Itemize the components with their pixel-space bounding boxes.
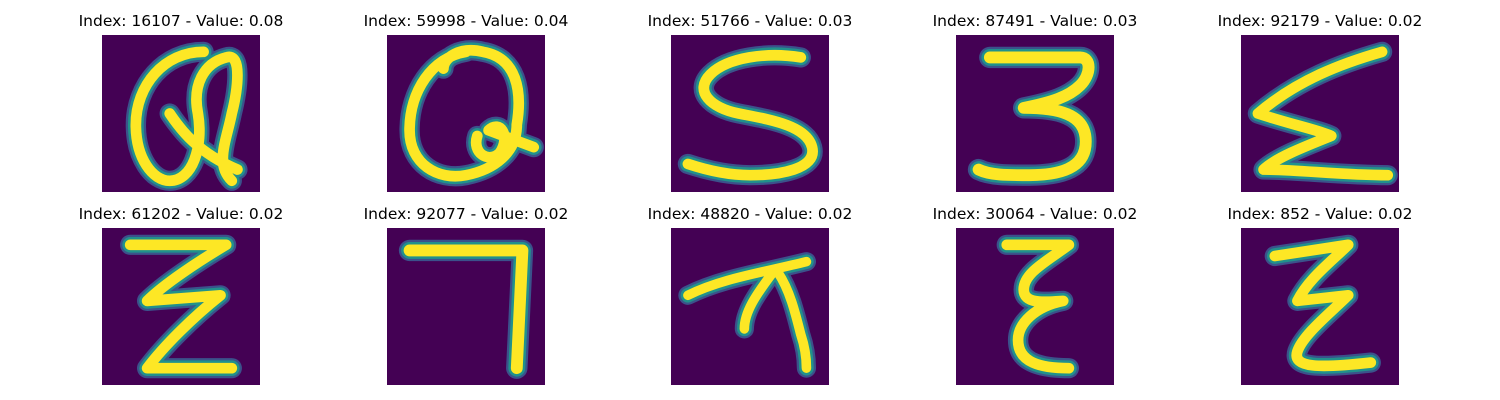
panel-title: Index: 30064 - Value: 0.02 [932, 205, 1138, 223]
digit-image-q-loop [102, 35, 260, 192]
panel-title: Index: 59998 - Value: 0.04 [363, 12, 569, 30]
digit-image-sigma [1241, 35, 1399, 192]
panel-title: Index: 48820 - Value: 0.02 [647, 205, 853, 223]
panel-title: Index: 852 - Value: 0.02 [1227, 205, 1413, 223]
panel-title: Index: 51766 - Value: 0.03 [647, 12, 853, 30]
digit-image-q [387, 35, 545, 192]
digit-image-s [671, 35, 829, 192]
digit-image-z-double [1241, 228, 1399, 385]
digit-image-3 [956, 35, 1114, 192]
digit-image-pi-like [671, 228, 829, 385]
panel-title: Index: 87491 - Value: 0.03 [932, 12, 1138, 30]
digit-image-7-corner [387, 228, 545, 385]
panel-title: Index: 16107 - Value: 0.08 [78, 12, 284, 30]
panel-title: Index: 61202 - Value: 0.02 [78, 205, 284, 223]
panel-title: Index: 92077 - Value: 0.02 [363, 205, 569, 223]
digit-image-epsilon [956, 228, 1114, 385]
panel-title: Index: 92179 - Value: 0.02 [1217, 12, 1423, 30]
digit-image-z-double [102, 228, 260, 385]
